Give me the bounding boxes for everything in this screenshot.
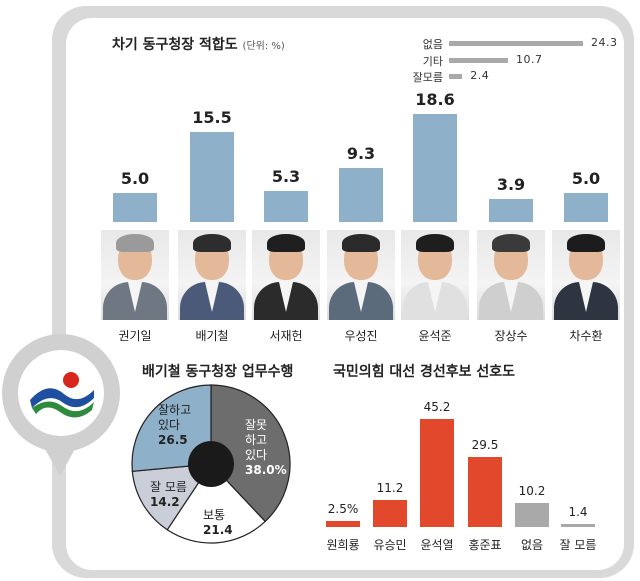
slice-label: 잘 모름 14.2 — [150, 480, 187, 510]
bar — [449, 41, 583, 46]
candidate-photo — [401, 230, 469, 320]
data-label: 24.3 — [591, 36, 618, 49]
data-label: 2.5% — [327, 502, 359, 517]
tick-label: 서재헌 — [269, 329, 303, 343]
data-label: 1.4 — [568, 504, 588, 519]
tick-label: 차수환 — [569, 329, 603, 343]
data-label: 9.3 — [346, 144, 376, 163]
bar — [113, 192, 157, 222]
data-label: 5.0 — [120, 168, 150, 188]
tick-label: 원희룡 — [326, 538, 360, 552]
tick-label: 윤석열 — [420, 538, 454, 552]
photo-hair — [116, 234, 154, 252]
candidate-photo — [327, 230, 395, 320]
tick-label: 잘 모름 — [559, 538, 597, 552]
slice-value: 38.0% — [245, 463, 287, 477]
photo-hair — [492, 234, 530, 252]
data-label: 2.4 — [470, 69, 490, 82]
pie-slice — [131, 463, 213, 531]
slice-name: 잘못 — [245, 418, 268, 432]
slice-name: 잘하고 — [158, 403, 192, 417]
data-label: 3.9 — [496, 175, 526, 195]
candidate-photo — [252, 230, 320, 320]
bar — [190, 132, 234, 222]
pie-center — [188, 441, 234, 487]
candidate-photo — [552, 230, 620, 320]
data-label: 45.2 — [423, 400, 451, 414]
slice-value: 26.5 — [158, 433, 188, 447]
tick-label: 권기일 — [118, 329, 152, 343]
bar — [326, 521, 360, 527]
bar — [561, 523, 595, 527]
data-label: 11.2 — [376, 481, 404, 496]
bar — [489, 199, 533, 222]
slice-value: 21.4 — [203, 523, 233, 537]
candidate-photo — [101, 230, 169, 320]
tick-label: 없음 — [422, 38, 443, 51]
pie-slice — [131, 384, 212, 472]
tick-label: 우성진 — [344, 329, 378, 343]
logo-badge — [18, 350, 104, 436]
bar — [420, 419, 454, 527]
tick-label: 홍준표 — [468, 538, 502, 552]
pie-slice — [166, 463, 267, 544]
photo-hair — [193, 234, 231, 252]
preference-title: 국민의힘 대선 경선후보 선호도 — [333, 364, 516, 380]
data-label: 10.7 — [516, 53, 543, 66]
tick-label: 윤석준 — [418, 329, 452, 343]
bar — [515, 502, 549, 527]
data-label: 5.3 — [271, 167, 301, 187]
bar — [468, 456, 502, 527]
candidate-photo — [178, 230, 246, 320]
candidate-photo — [477, 230, 545, 320]
slice-name: 있다 — [245, 448, 268, 462]
data-label: 18.6 — [415, 90, 455, 109]
data-label: 10.2 — [518, 483, 546, 498]
data-label: 15.5 — [192, 108, 232, 127]
bar — [449, 58, 508, 63]
slice-value: 14.2 — [150, 495, 180, 509]
slice-label: 잘하고 있다 26.5 — [158, 403, 191, 448]
tick-label: 유승민 — [373, 538, 407, 552]
photo-hair — [267, 234, 305, 252]
photo-hair — [416, 234, 454, 252]
data-label: 29.5 — [471, 437, 499, 452]
slice-label: 잘못 하고 있다 38.0% — [245, 418, 287, 478]
bar — [564, 192, 608, 222]
pie-slice — [210, 384, 291, 523]
photo-hair — [567, 234, 605, 252]
tick-label: 기타 — [422, 55, 443, 68]
bar — [339, 168, 383, 222]
tick-label: 장상수 — [494, 329, 528, 343]
tick-label: 배기철 — [195, 329, 229, 343]
bar — [373, 500, 407, 527]
tick-label: 잘모름 — [412, 71, 443, 84]
slice-name: 하고 — [245, 433, 268, 447]
slice-name: 있다 — [158, 418, 181, 432]
tick-label: 없음 — [520, 538, 544, 552]
photo-hair — [342, 234, 380, 252]
bar — [449, 74, 463, 79]
chart-title: 차기 동구청장 적합도 (단위: %) — [112, 34, 285, 54]
district-emblem-icon — [30, 372, 94, 418]
bar — [264, 191, 308, 222]
data-label: 5.0 — [571, 168, 601, 188]
slice-name: 잘 모름 — [150, 480, 187, 494]
chart-title-text: 차기 동구청장 적합도 — [112, 37, 238, 53]
pie-title: 배기철 동구청장 업무수행 — [142, 364, 294, 380]
chart-unit: (단위: %) — [242, 41, 285, 52]
slice-name: 보통 — [203, 508, 226, 522]
slice-label: 보통 21.4 — [203, 508, 233, 538]
bar — [413, 114, 457, 222]
